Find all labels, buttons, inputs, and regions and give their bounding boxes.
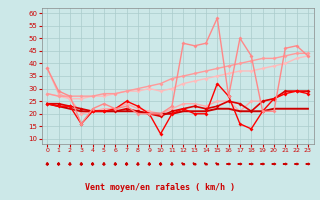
Text: Vent moyen/en rafales ( km/h ): Vent moyen/en rafales ( km/h ) xyxy=(85,183,235,192)
